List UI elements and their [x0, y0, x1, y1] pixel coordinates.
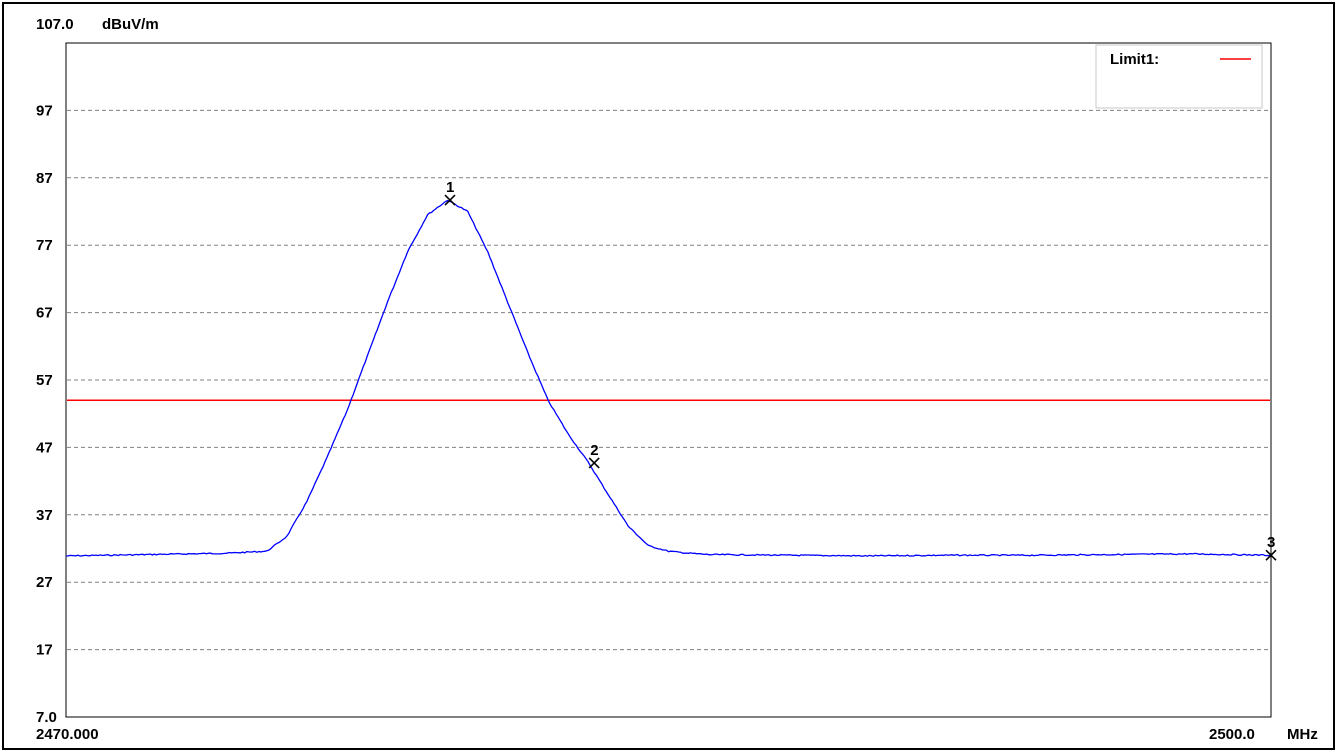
y-tick-label: 57: [36, 372, 53, 389]
markers: 1 2 3: [444, 179, 1277, 561]
x-tick-label-start: 2470.000: [36, 726, 99, 743]
legend: Limit1:: [1095, 44, 1263, 109]
marker-1: 1: [444, 179, 456, 206]
y-tick-label: 107.0: [36, 16, 74, 33]
y-tick-label: 47: [36, 439, 53, 456]
series-line-trace: [65, 199, 1272, 557]
y-tick-label: 87: [36, 170, 53, 187]
y-tick-label: 97: [36, 102, 53, 119]
y-tick-label: 27: [36, 574, 53, 591]
y-tick-label: 17: [36, 642, 53, 659]
legend-label-limit1: Limit1:: [1110, 51, 1159, 68]
y-tick-label: 37: [36, 507, 53, 524]
marker-2: 2: [588, 442, 600, 469]
x-unit-label: MHz: [1287, 726, 1318, 743]
y-tick-label: 77: [36, 237, 53, 254]
marker-label: 2: [590, 442, 598, 459]
y-axis-label: dBuV/m: [102, 16, 159, 33]
plot-area: [65, 42, 1272, 718]
grid-lines: [67, 109, 1270, 651]
marker-3: 3: [1265, 534, 1277, 561]
y-tick-label: 7.0: [36, 709, 57, 726]
y-tick-label: 67: [36, 305, 53, 322]
legend-box: [1095, 44, 1263, 109]
marker-label: 3: [1267, 534, 1275, 551]
y-tick-labels: 107.0 97 87 77 67 57 47 37 27 17 7.0: [36, 16, 74, 726]
marker-label: 1: [446, 179, 454, 196]
x-tick-label-end: 2500.0: [1209, 726, 1255, 743]
